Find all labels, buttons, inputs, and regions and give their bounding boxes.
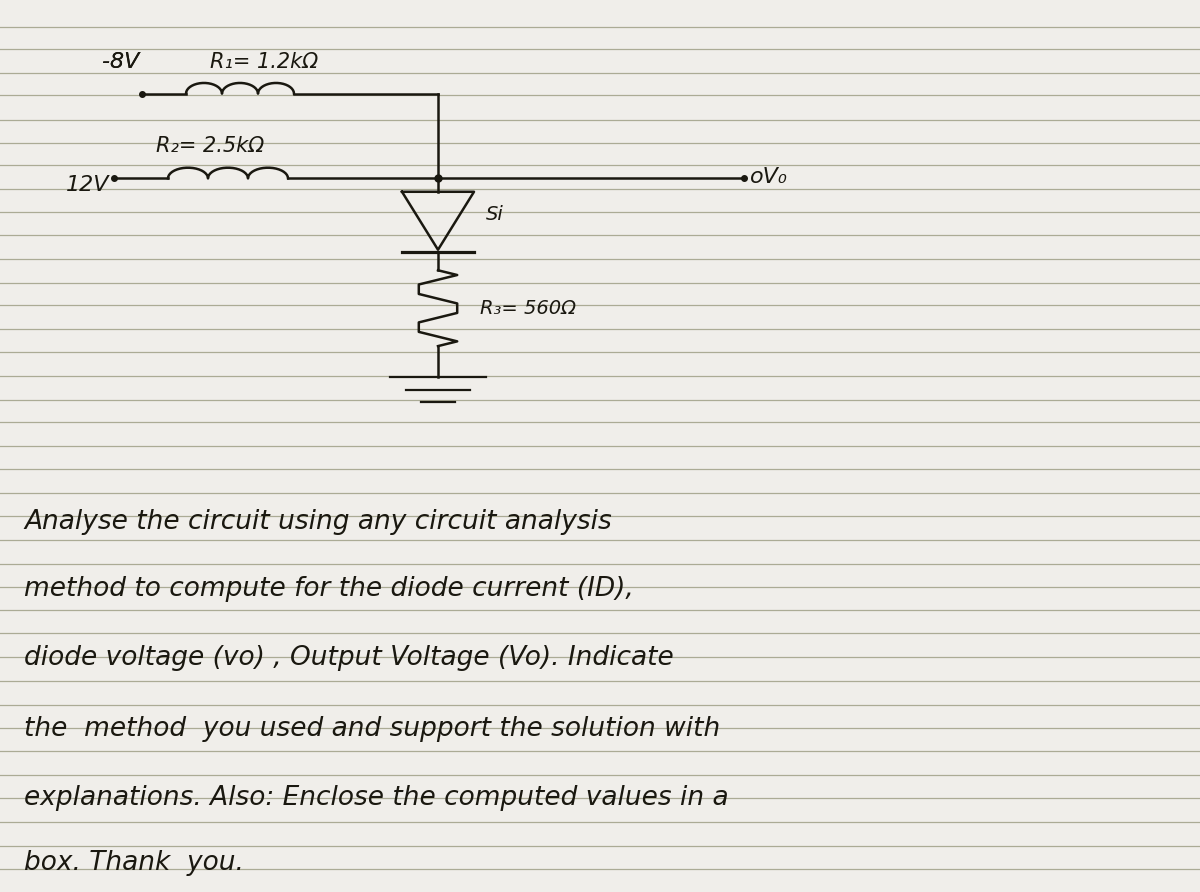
Text: oV₀: oV₀: [750, 167, 787, 186]
Text: explanations. Also: Enclose the computed values in a: explanations. Also: Enclose the computed…: [24, 785, 728, 812]
Text: R₁= 1.2kΩ: R₁= 1.2kΩ: [210, 53, 318, 72]
Text: 12V: 12V: [66, 175, 109, 194]
Text: diode voltage (vo) , Output Voltage (Vo). Indicate: diode voltage (vo) , Output Voltage (Vo)…: [24, 645, 673, 672]
Text: Si: Si: [486, 204, 504, 224]
Text: the  method  you used and support the solution with: the method you used and support the solu…: [24, 715, 720, 742]
Text: -8V: -8V: [102, 53, 139, 72]
Text: R₃= 560Ω: R₃= 560Ω: [480, 299, 576, 318]
Text: method to compute for the diode current (ID),: method to compute for the diode current …: [24, 575, 634, 602]
Text: -8V: -8V: [102, 53, 139, 72]
Text: R₂= 2.5kΩ: R₂= 2.5kΩ: [156, 136, 264, 156]
Text: Analyse the circuit using any circuit analysis: Analyse the circuit using any circuit an…: [24, 508, 612, 535]
Text: box. Thank  you.: box. Thank you.: [24, 849, 244, 876]
